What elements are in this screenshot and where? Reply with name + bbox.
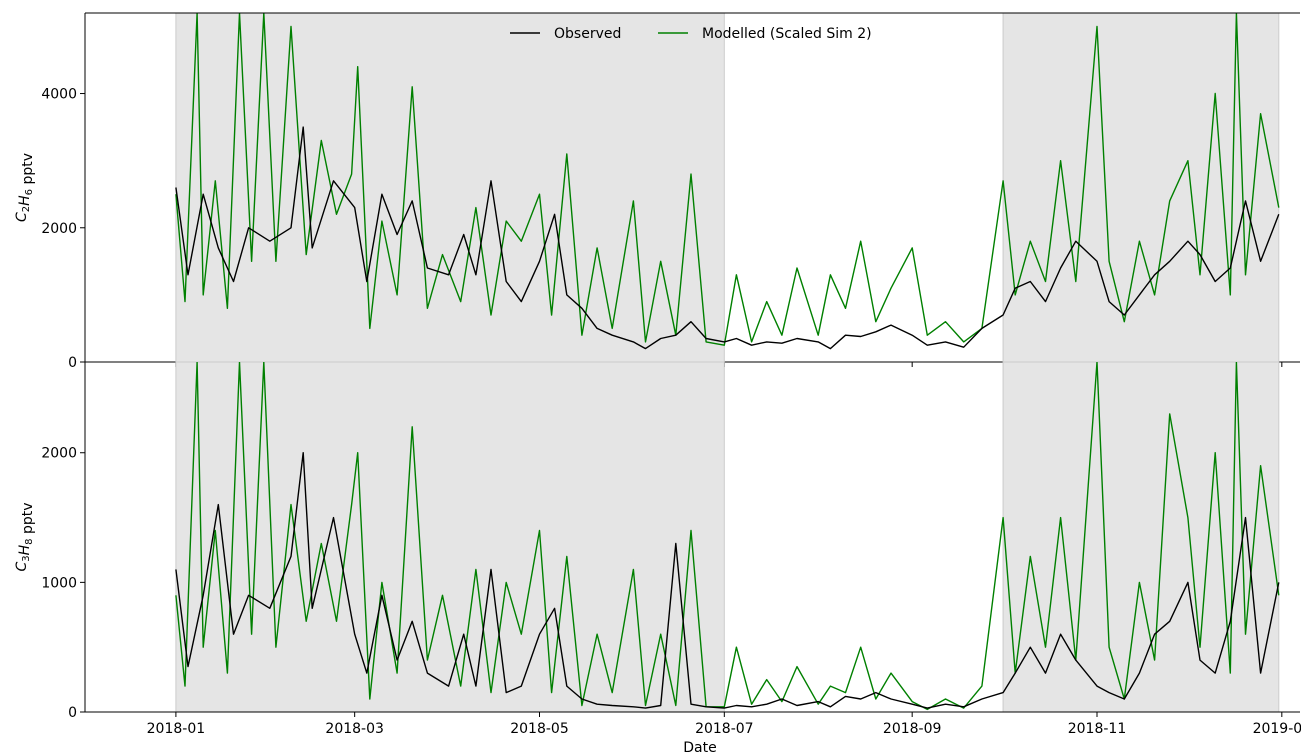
series-line-modelled bbox=[175, 362, 1280, 711]
x-tick-label: 2018-07 bbox=[695, 721, 754, 737]
legend-modelled-label: Modelled (Scaled Sim 2) bbox=[702, 26, 872, 42]
y-axis-label: C3H8 pptv bbox=[14, 502, 36, 571]
y-tick-label: 2000 bbox=[41, 221, 77, 237]
y-tick-label: 0 bbox=[68, 355, 77, 371]
x-tick-label: 2018-11 bbox=[1068, 721, 1127, 737]
x-tick-label: 2018-03 bbox=[325, 721, 384, 737]
y-tick-label: 4000 bbox=[41, 87, 77, 103]
y-tick-label: 1000 bbox=[41, 575, 77, 591]
series-line-modelled bbox=[175, 13, 1280, 346]
x-tick-label: 2018-09 bbox=[883, 721, 942, 737]
panel-2: 0 1000 2000 C3H8 pptv bbox=[14, 361, 1300, 721]
x-tick-label: 2018-01 bbox=[147, 721, 206, 737]
x-axis-label: Date bbox=[683, 740, 716, 756]
legend-observed-label: Observed bbox=[554, 26, 621, 42]
shaded-period bbox=[1002, 12, 1280, 363]
legend: Observed Modelled (Scaled Sim 2) bbox=[510, 26, 872, 42]
shaded-period bbox=[1002, 361, 1280, 713]
series-line-observed bbox=[175, 452, 1280, 709]
shaded-period bbox=[175, 361, 725, 713]
series-line-observed bbox=[175, 126, 1280, 350]
x-tick-label: 2019-01 bbox=[1253, 721, 1301, 737]
y-tick-label: 0 bbox=[68, 705, 77, 721]
y-axis-label: C2H6 pptv bbox=[14, 153, 36, 222]
y-tick-label: 2000 bbox=[41, 446, 77, 462]
x-tick-label: 2018-05 bbox=[510, 721, 569, 737]
panel-1: 0 2000 4000 C2H6 pptv bbox=[14, 12, 1300, 371]
